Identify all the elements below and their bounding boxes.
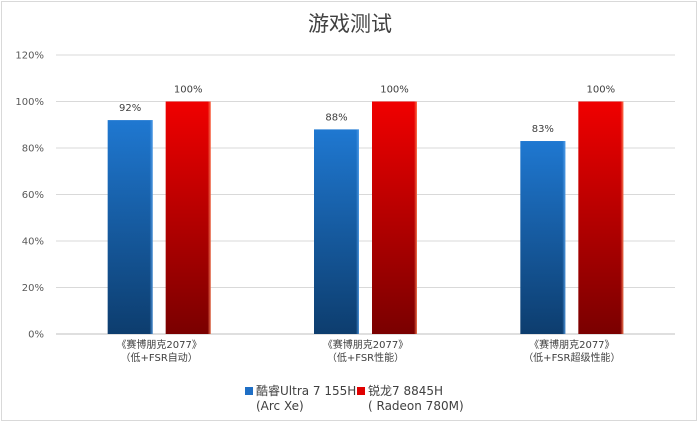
y-tick-label: 20%: [22, 283, 44, 294]
legend-swatch-series-1: [245, 387, 253, 395]
y-tick-label: 80%: [22, 144, 44, 155]
y-tick-label: 60%: [22, 190, 44, 201]
y-tick-label: 120%: [15, 51, 44, 62]
bar-highlight: [207, 101, 211, 334]
bar-highlight: [414, 101, 417, 334]
y-axis: 0% 20% 40% 60% 80% 100% 120%: [15, 51, 44, 341]
gridlines: [56, 54, 675, 335]
bar-series-2-cat-3: [578, 101, 624, 334]
y-tick-label: 0%: [28, 330, 44, 341]
bar-highlight: [620, 101, 624, 334]
x-axis: 《赛博朋克2077》（低+FSR自动）《赛博朋克2077》（低+FSR性能）《赛…: [116, 338, 620, 364]
legend-label-series-1-line-2: (Arc Xe): [256, 399, 304, 413]
data-label-series-1-cat-2: 88%: [325, 112, 347, 123]
legend-label-series-2-line-2: ( Radeon 780M): [368, 399, 464, 413]
bar-series-1-cat-3: [520, 141, 566, 334]
legend-label-series-2-line-1: 锐龙7 8845H: [368, 384, 443, 398]
data-labels: 92% 100% 88% 100% 83% 100%: [119, 85, 615, 136]
y-tick-label: 100%: [15, 97, 44, 108]
legend: 酷睿Ultra 7 155H (Arc Xe) 锐龙7 8845H ( Rade…: [245, 383, 464, 413]
bar-series-1-cat-1: [107, 120, 153, 334]
bars: [107, 101, 624, 334]
data-label-series-2-cat-2: 100%: [380, 85, 409, 96]
legend-label-series-1-line-1: 酷睿Ultra 7 155H: [256, 383, 356, 398]
data-label-series-2-cat-3: 100%: [587, 85, 616, 96]
x-category-label: （低+FSR超级性能）: [523, 351, 620, 364]
chart-title: 游戏测试: [308, 12, 392, 36]
x-category-label: 《赛博朋克2077》: [529, 338, 614, 351]
x-category-label: （低+FSR性能）: [327, 351, 404, 364]
data-label-series-1-cat-3: 83%: [532, 124, 554, 135]
bar-highlight: [149, 120, 153, 334]
y-tick-label: 40%: [22, 237, 44, 248]
bar-series-2-cat-2: [372, 101, 417, 334]
data-label-series-1-cat-1: 92%: [119, 103, 141, 114]
legend-swatch-series-2: [357, 387, 365, 395]
bar-series-1-cat-2: [314, 129, 359, 334]
x-category-label: 《赛博朋克2077》: [116, 338, 201, 351]
bar-series-2-cat-1: [165, 101, 211, 334]
data-label-series-2-cat-1: 100%: [174, 85, 203, 96]
bar-highlight: [562, 141, 566, 334]
x-category-label: （低+FSR自动）: [121, 351, 198, 364]
bar-highlight: [356, 129, 359, 334]
x-category-label: 《赛博朋克2077》: [323, 338, 408, 351]
